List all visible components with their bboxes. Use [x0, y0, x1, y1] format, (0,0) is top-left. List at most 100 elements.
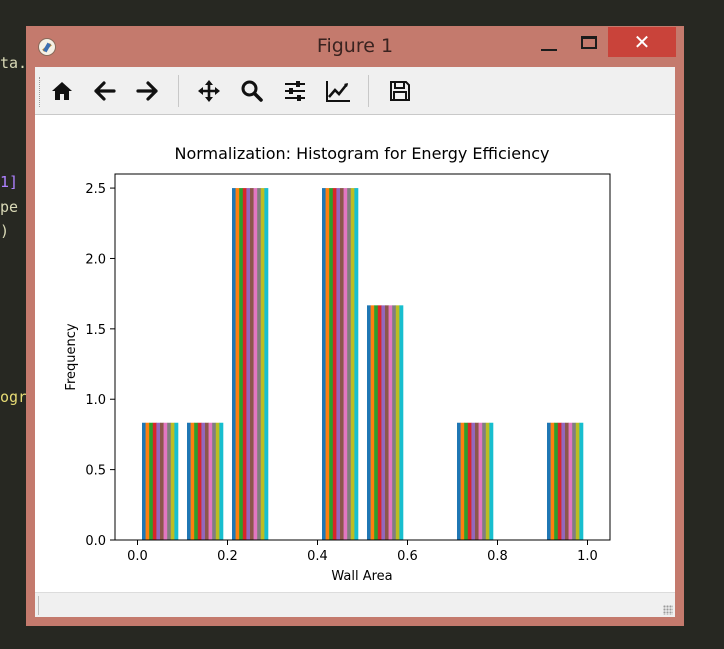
histogram-bar: [336, 188, 341, 541]
chart-title: Normalization: Histogram for Energy Effi…: [174, 144, 549, 163]
histogram-bar: [381, 305, 386, 540]
histogram-bar: [152, 422, 157, 540]
figure-window: Figure 1 ✕: [26, 26, 684, 626]
y-axis-label: Frequency: [64, 323, 79, 390]
x-axis-label: Wall Area: [331, 569, 392, 584]
histogram-bar: [367, 305, 371, 540]
pan-icon: [198, 80, 220, 102]
configure-subplots-icon: [285, 81, 305, 101]
histogram-bar: [332, 188, 337, 541]
toolbar-separator: [368, 75, 369, 107]
histogram-bar: [489, 422, 494, 540]
back-button[interactable]: [87, 73, 123, 109]
histogram-bar: [242, 188, 247, 541]
histogram-bar: [374, 305, 379, 540]
matplotlib-icon[interactable]: [38, 38, 56, 56]
y-tick-label: 1.0: [85, 393, 106, 408]
y-tick-label: 1.5: [85, 323, 106, 338]
histogram-bar: [475, 422, 479, 540]
edit-axes-button[interactable]: [320, 73, 356, 109]
forward-arrow-icon: [136, 81, 158, 101]
zoom-button[interactable]: [234, 73, 270, 109]
histogram-bar: [467, 422, 472, 540]
histogram-bar: [325, 188, 330, 541]
maximize-button[interactable]: [574, 32, 604, 58]
zoom-icon: [241, 80, 263, 102]
histogram-bar: [145, 422, 150, 540]
x-tick-label: 0.8: [487, 549, 508, 564]
code-fragment: ta.: [0, 54, 28, 72]
histogram-bar: [478, 422, 483, 540]
histogram-bar: [167, 422, 172, 540]
y-tick-label: 0.0: [85, 534, 106, 549]
y-tick-label: 2.0: [85, 252, 106, 267]
x-tick-label: 0.2: [217, 549, 238, 564]
histogram-bar: [399, 305, 404, 540]
histogram-bar: [377, 305, 382, 540]
axes-frame: [114, 173, 611, 541]
histogram-bar: [156, 422, 161, 540]
plot-canvas[interactable]: Normalization: Histogram for Energy Effi…: [35, 115, 675, 592]
histogram-bar: [264, 188, 269, 541]
x-tick-label: 0.4: [307, 549, 328, 564]
histogram-bar: [208, 422, 213, 540]
minimize-button[interactable]: [534, 32, 564, 58]
histogram-bar: [235, 188, 240, 541]
y-tick-label: 2.5: [85, 182, 106, 197]
save-button[interactable]: [382, 73, 418, 109]
histogram-bar: [485, 422, 490, 540]
status-bar: [35, 592, 675, 617]
histogram-bar: [395, 305, 400, 540]
histogram-bar: [554, 422, 559, 540]
histogram-bar: [215, 422, 220, 540]
histogram-bar: [260, 188, 265, 541]
forward-button[interactable]: [129, 73, 165, 109]
histogram-bar: [170, 422, 175, 540]
home-icon: [52, 82, 72, 100]
window-title: Figure 1: [316, 35, 394, 57]
code-fragment: ): [0, 222, 10, 240]
histogram-bar: [482, 422, 487, 540]
navigation-toolbar: [35, 67, 675, 115]
x-tick-label: 1.0: [577, 549, 598, 564]
edit-axes-icon: [326, 81, 350, 102]
resize-grip-icon[interactable]: [663, 605, 673, 615]
x-axis: 0.0 0.2 0.4 0.6 0.8 1.0: [127, 540, 598, 564]
histogram-bar: [190, 422, 195, 540]
title-bar[interactable]: Figure 1 ✕: [26, 26, 684, 66]
home-button[interactable]: [44, 73, 80, 109]
histogram-bar: [201, 422, 206, 540]
histogram-bar: [557, 422, 562, 540]
configure-subplots-button[interactable]: [277, 73, 313, 109]
histogram-bar: [572, 422, 577, 540]
histogram-bar: [253, 188, 258, 541]
histogram-bar: [163, 422, 168, 540]
histogram-bar: [149, 422, 154, 540]
histogram-bar: [194, 422, 199, 540]
histogram-bar: [565, 422, 569, 540]
pan-button[interactable]: [191, 73, 227, 109]
close-button[interactable]: ✕: [608, 27, 676, 57]
bar-group: [142, 188, 584, 541]
histogram-bar: [385, 305, 389, 540]
histogram-chart: Normalization: Histogram for Energy Effi…: [64, 144, 611, 584]
histogram-bar: [460, 422, 465, 540]
status-separator: [38, 596, 39, 615]
histogram-bar: [174, 422, 179, 540]
histogram-bar: [329, 188, 334, 541]
histogram-bar: [205, 422, 209, 540]
histogram-bar: [561, 422, 566, 540]
histogram-bar: [142, 422, 146, 540]
histogram-bar: [388, 305, 393, 540]
toolbar-grip[interactable]: [39, 77, 42, 107]
code-fragment: 1]: [0, 173, 19, 191]
histogram-bar: [219, 422, 224, 540]
histogram-bar: [212, 422, 217, 540]
histogram-bar: [322, 188, 326, 541]
save-icon: [390, 81, 410, 101]
histogram-bar: [187, 422, 191, 540]
histogram-bar: [547, 422, 551, 540]
histogram-bar: [579, 422, 584, 540]
histogram-bar: [354, 188, 359, 541]
histogram-bar: [457, 422, 461, 540]
